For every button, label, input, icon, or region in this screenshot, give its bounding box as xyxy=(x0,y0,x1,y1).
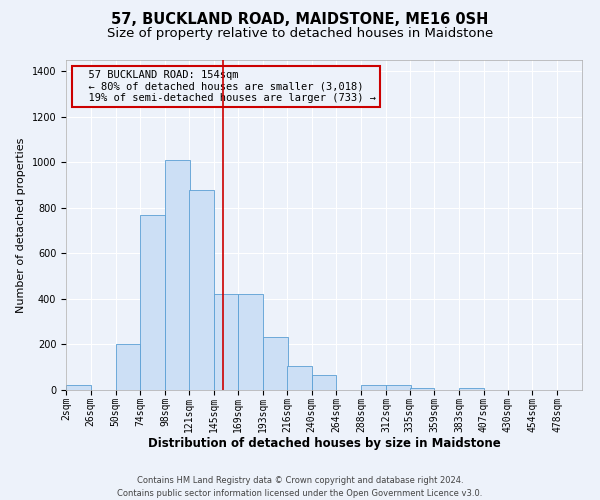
Bar xyxy=(214,294,238,390)
Bar xyxy=(459,388,484,390)
Text: 57 BUCKLAND ROAD: 154sqm
  ← 80% of detached houses are smaller (3,018)
  19% of: 57 BUCKLAND ROAD: 154sqm ← 80% of detach… xyxy=(76,70,376,103)
Bar xyxy=(165,160,190,390)
Bar xyxy=(386,386,410,390)
Bar xyxy=(189,190,214,390)
Y-axis label: Number of detached properties: Number of detached properties xyxy=(16,138,26,312)
Bar xyxy=(238,294,263,390)
Bar xyxy=(287,366,311,390)
X-axis label: Distribution of detached houses by size in Maidstone: Distribution of detached houses by size … xyxy=(148,437,500,450)
Bar xyxy=(410,388,434,390)
Text: Size of property relative to detached houses in Maidstone: Size of property relative to detached ho… xyxy=(107,28,493,40)
Bar xyxy=(263,336,288,390)
Bar xyxy=(66,386,91,390)
Bar xyxy=(361,386,386,390)
Bar xyxy=(311,374,337,390)
Text: 57, BUCKLAND ROAD, MAIDSTONE, ME16 0SH: 57, BUCKLAND ROAD, MAIDSTONE, ME16 0SH xyxy=(112,12,488,28)
Text: Contains HM Land Registry data © Crown copyright and database right 2024.
Contai: Contains HM Land Registry data © Crown c… xyxy=(118,476,482,498)
Bar xyxy=(140,215,165,390)
Bar xyxy=(116,344,140,390)
